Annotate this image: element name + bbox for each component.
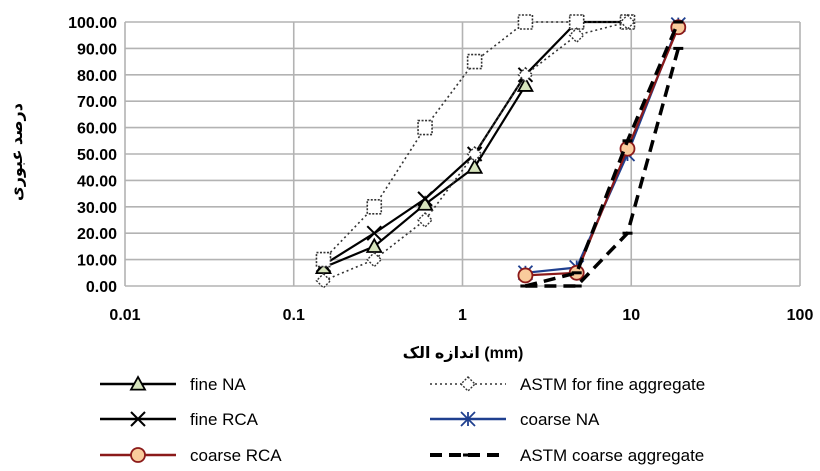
y-tick-label: 100.00 [68,15,117,32]
data-point [466,158,484,174]
data-point [315,251,332,268]
plot-area [314,14,687,289]
legend-label: ASTM coarse aggregate [520,446,704,465]
marker-stroke [130,411,146,427]
y-tick-label: 40.00 [77,173,117,190]
data-point [366,251,383,268]
series-astm-for-fine-aggregate [315,14,636,268]
data-point [466,53,483,70]
data-point [417,119,433,136]
series-astm-for-fine-aggregate-lower- [315,14,636,289]
series-astm-coarse-aggregate [520,46,684,288]
data-point [619,14,636,30]
legend-label: coarse RCA [190,446,282,465]
data-point [568,27,585,44]
x-axis-label: اندازه الک (mm) [403,345,524,362]
y-tick-label: 20.00 [77,226,117,243]
data-point [517,66,534,83]
y-axis-label: درصد عبوری [9,103,26,201]
series-line [525,24,680,274]
series-line [525,26,680,277]
legend-label: fine RCA [190,410,259,429]
legend-label: ASTM for fine aggregate [520,375,705,394]
x-tick-label: 0.1 [283,307,305,324]
legend-item: ASTM coarse aggregate [430,446,704,465]
data-point [366,225,382,241]
series-fine-na [314,76,534,275]
data-point [466,146,483,162]
y-tick-label: 80.00 [77,68,117,85]
y-tick-label: 30.00 [77,200,117,217]
data-point [460,376,476,392]
y-tick-label: 0.00 [86,279,117,296]
data-point [517,14,534,30]
legend-item: ASTM for fine aggregate [430,375,705,394]
data-point [417,212,434,228]
y-tick-label: 10.00 [77,253,117,270]
legend-item: coarse RCA [100,446,282,465]
series-line [524,21,680,288]
legend: fine NA ASTM for fine aggregate fine RCA co… [100,375,705,465]
series-coarse-rca [517,19,687,284]
data-point [460,411,476,427]
y-tick-label: 70.00 [77,94,117,111]
data-point [129,375,147,391]
y-tick-label: 90.00 [77,41,117,58]
legend-item: coarse NA [430,410,600,429]
series-line [323,84,527,269]
data-point [130,411,146,427]
x-tick-label: 100 [787,307,814,324]
legend-label: coarse NA [520,410,600,429]
data-point [417,191,433,207]
legend-item: fine NA [100,375,246,394]
data-point [130,447,146,463]
y-tick-label: 50.00 [77,147,117,164]
marker-stroke [417,191,433,207]
marker-stroke [366,225,382,241]
series-line [525,47,680,288]
data-point [568,14,585,30]
legend-item: fine RCA [100,410,259,429]
x-tick-label: 0.01 [109,307,140,324]
data-point [517,267,534,284]
x-tick-label: 10 [622,307,640,324]
x-tick-label: 1 [458,307,467,324]
y-tick-label: 60.00 [77,121,117,138]
data-point [516,76,534,92]
data-point [315,272,332,289]
axes: 0.00 10.00 20.00 30.00 40.00 50.00 60.00 70.00 8… [68,15,813,324]
grid [124,21,801,287]
legend-label: fine NA [190,375,246,394]
series-astm-coarse-aggregate-upper- [520,20,684,288]
data-point [366,199,383,215]
